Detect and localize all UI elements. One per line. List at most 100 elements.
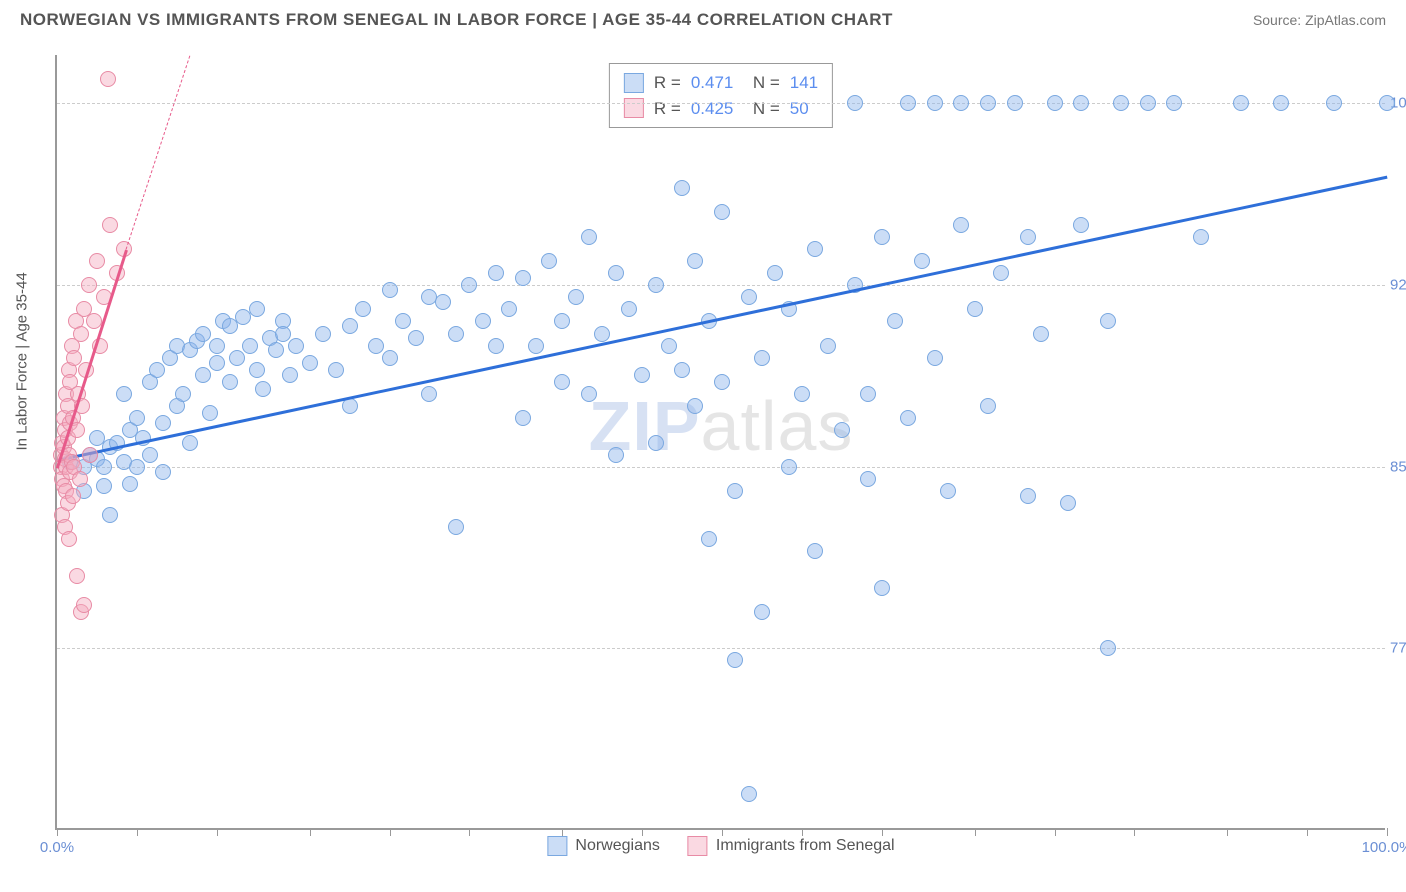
data-point bbox=[122, 476, 138, 492]
data-point bbox=[980, 95, 996, 111]
data-point bbox=[648, 435, 664, 451]
swatch-series-2 bbox=[624, 98, 644, 118]
data-point bbox=[741, 289, 757, 305]
data-point bbox=[953, 95, 969, 111]
data-point bbox=[255, 381, 271, 397]
data-point bbox=[116, 386, 132, 402]
data-point bbox=[940, 483, 956, 499]
swatch-series-1 bbox=[624, 73, 644, 93]
data-point bbox=[76, 597, 92, 613]
data-point bbox=[554, 313, 570, 329]
data-point bbox=[860, 386, 876, 402]
data-point bbox=[342, 398, 358, 414]
data-point bbox=[488, 265, 504, 281]
n-label: N = bbox=[743, 96, 779, 122]
data-point bbox=[102, 217, 118, 233]
data-point bbox=[993, 265, 1009, 281]
data-point bbox=[249, 362, 265, 378]
data-point bbox=[195, 326, 211, 342]
data-point bbox=[382, 282, 398, 298]
r-value-2: 0.425 bbox=[691, 96, 734, 122]
data-point bbox=[209, 338, 225, 354]
data-point bbox=[608, 265, 624, 281]
data-point bbox=[328, 362, 344, 378]
x-tick-label: 0.0% bbox=[40, 839, 74, 856]
data-point bbox=[155, 415, 171, 431]
data-point bbox=[674, 362, 690, 378]
data-point bbox=[1233, 95, 1249, 111]
data-point bbox=[687, 398, 703, 414]
data-point bbox=[501, 301, 517, 317]
x-tick bbox=[217, 828, 218, 836]
data-point bbox=[648, 277, 664, 293]
data-point bbox=[81, 277, 97, 293]
data-point bbox=[820, 338, 836, 354]
data-point bbox=[249, 301, 265, 317]
data-point bbox=[395, 313, 411, 329]
legend-label-1: Norwegians bbox=[575, 837, 659, 855]
data-point bbox=[967, 301, 983, 317]
data-point bbox=[1073, 95, 1089, 111]
data-point bbox=[195, 367, 211, 383]
data-point bbox=[149, 362, 165, 378]
data-point bbox=[807, 543, 823, 559]
data-point bbox=[282, 367, 298, 383]
data-point bbox=[568, 289, 584, 305]
x-tick bbox=[1134, 828, 1135, 836]
data-point bbox=[900, 410, 916, 426]
data-point bbox=[315, 326, 331, 342]
data-point bbox=[288, 338, 304, 354]
x-tick bbox=[469, 828, 470, 836]
n-value-1: 141 bbox=[790, 70, 818, 96]
data-point bbox=[275, 326, 291, 342]
data-point bbox=[1140, 95, 1156, 111]
swatch-series-1-b bbox=[547, 836, 567, 856]
data-point bbox=[608, 447, 624, 463]
data-point bbox=[368, 338, 384, 354]
data-point bbox=[727, 483, 743, 499]
data-point bbox=[754, 604, 770, 620]
gridline bbox=[57, 648, 1385, 649]
data-point bbox=[594, 326, 610, 342]
data-point bbox=[1047, 95, 1063, 111]
data-point bbox=[435, 294, 451, 310]
data-point bbox=[1033, 326, 1049, 342]
watermark-bold: ZIP bbox=[589, 387, 701, 465]
data-point bbox=[129, 459, 145, 475]
r-label: R = bbox=[654, 96, 681, 122]
data-point bbox=[634, 367, 650, 383]
x-tick bbox=[882, 828, 883, 836]
data-point bbox=[1113, 95, 1129, 111]
data-point bbox=[781, 459, 797, 475]
x-tick bbox=[722, 828, 723, 836]
data-point bbox=[96, 459, 112, 475]
data-point bbox=[448, 519, 464, 535]
data-point bbox=[1166, 95, 1182, 111]
data-point bbox=[65, 488, 81, 504]
y-tick-label: 85.0% bbox=[1390, 458, 1406, 475]
data-point bbox=[874, 229, 890, 245]
stats-row-2: R = 0.425 N = 50 bbox=[624, 96, 818, 122]
data-point bbox=[202, 405, 218, 421]
data-point bbox=[528, 338, 544, 354]
data-point bbox=[461, 277, 477, 293]
data-point bbox=[488, 338, 504, 354]
data-point bbox=[554, 374, 570, 390]
legend-item-1: Norwegians bbox=[547, 836, 659, 856]
data-point bbox=[927, 95, 943, 111]
chart-title: NORWEGIAN VS IMMIGRANTS FROM SENEGAL IN … bbox=[20, 10, 893, 30]
data-point bbox=[980, 398, 996, 414]
x-tick bbox=[1055, 828, 1056, 836]
gridline bbox=[57, 467, 1385, 468]
data-point bbox=[900, 95, 916, 111]
legend-label-2: Immigrants from Senegal bbox=[716, 837, 895, 855]
data-point bbox=[1193, 229, 1209, 245]
data-point bbox=[767, 265, 783, 281]
data-point bbox=[142, 447, 158, 463]
data-point bbox=[581, 229, 597, 245]
x-tick bbox=[802, 828, 803, 836]
x-tick bbox=[1387, 828, 1388, 836]
bottom-legend: Norwegians Immigrants from Senegal bbox=[547, 836, 894, 856]
data-point bbox=[421, 386, 437, 402]
data-point bbox=[342, 318, 358, 334]
